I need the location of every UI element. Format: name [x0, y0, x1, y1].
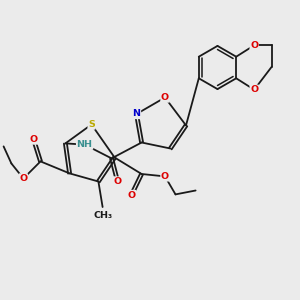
Text: S: S [88, 120, 95, 129]
Text: O: O [29, 135, 38, 144]
Text: N: N [133, 110, 140, 118]
Text: O: O [250, 41, 258, 50]
Text: O: O [161, 93, 169, 102]
Text: O: O [127, 190, 136, 200]
Text: O: O [161, 172, 169, 181]
Text: CH₃: CH₃ [93, 212, 112, 220]
Text: NH: NH [76, 140, 93, 149]
Text: O: O [113, 177, 122, 186]
Text: O: O [19, 174, 28, 183]
Text: O: O [250, 85, 258, 94]
